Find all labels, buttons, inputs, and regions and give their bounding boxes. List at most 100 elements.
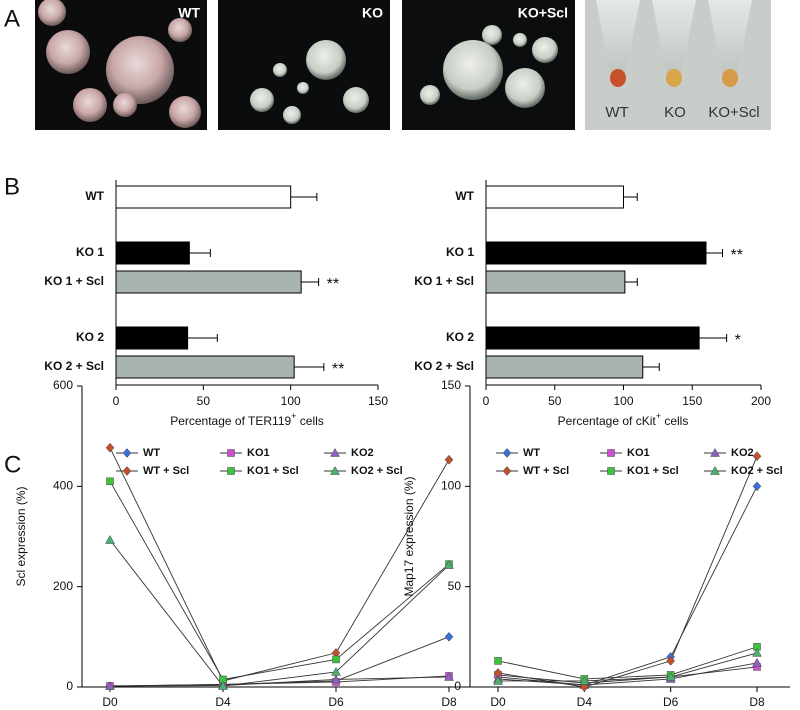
bar [485, 355, 644, 379]
legend-entry: WT [496, 447, 540, 459]
marker [332, 655, 340, 664]
marker [218, 680, 228, 690]
category-label: KO 1 + Scl [414, 274, 474, 288]
legend-label: WT + Scl [523, 465, 569, 477]
legend-entry: KO1 + Scl [600, 465, 679, 477]
x-tick-label: D0 [102, 695, 118, 709]
legend-entry: KO1 [600, 447, 650, 459]
legend-label: WT [523, 447, 540, 459]
marker [752, 657, 762, 667]
bar [115, 241, 190, 265]
legend-entry: WT + Scl [116, 465, 189, 477]
y-tick-label: 200 [53, 579, 73, 593]
y-tick-label: 150 [441, 378, 461, 392]
tube-label: KO [664, 104, 686, 121]
marker [444, 454, 454, 465]
bar [115, 326, 189, 350]
legend-entry: KO1 + Scl [220, 465, 299, 477]
error-bar [294, 363, 325, 371]
marker [494, 657, 502, 665]
marker [579, 675, 590, 685]
legend-label: WT + Scl [143, 465, 189, 477]
bar [485, 185, 624, 209]
significance-label: ** [731, 247, 743, 264]
x-tick-label: 150 [368, 394, 388, 408]
x-axis-label-part: cells [296, 414, 323, 428]
category-label: WT [455, 189, 474, 203]
significance-label: ** [332, 361, 344, 378]
legend-label: KO1 + Scl [247, 465, 299, 477]
error-bar [189, 249, 211, 257]
marker [502, 448, 512, 458]
marker [444, 560, 454, 569]
series-line [109, 675, 450, 687]
bar [115, 355, 295, 379]
x-tick-label: D4 [577, 695, 593, 709]
legend-entry: KO2 + Scl [324, 465, 403, 477]
legend-label: KO2 [731, 447, 754, 459]
error-bar [290, 193, 318, 201]
marker [122, 466, 132, 476]
marker [106, 477, 114, 486]
y-tick-label: 0 [454, 679, 461, 693]
significance-label: * [735, 332, 741, 349]
series-line [109, 447, 450, 682]
marker [665, 671, 676, 681]
panel-letter: C [4, 451, 21, 478]
legend-label: KO1 [627, 447, 650, 459]
category-label: KO 2 [76, 330, 104, 344]
legend-label: KO2 + Scl [731, 465, 783, 477]
y-tick-label: 400 [53, 479, 73, 493]
x-axis-label-part: + [656, 411, 661, 421]
y-tick-label: 100 [441, 479, 461, 493]
bar [485, 326, 700, 350]
x-tick-label: D6 [328, 695, 344, 709]
legend-entry: WT [116, 447, 160, 459]
legend-label: KO2 [351, 447, 374, 459]
marker [607, 449, 615, 457]
panel-letter: B [4, 173, 20, 200]
marker [444, 631, 454, 642]
bar [485, 241, 707, 265]
micrograph: WT [35, 0, 207, 130]
image-label: KO [362, 5, 383, 21]
x-tick-label: 50 [197, 394, 211, 408]
x-tick-label: 150 [682, 394, 702, 408]
legend-entry: KO1 [220, 447, 270, 459]
marker [607, 467, 615, 475]
series-line [497, 486, 758, 686]
image-label: KO+Scl [518, 5, 568, 21]
error-bar [706, 249, 723, 257]
panel-letter: A [4, 5, 20, 32]
tube-label: WT [605, 104, 628, 121]
error-bar [623, 193, 638, 201]
marker [579, 682, 589, 692]
x-tick-label: 100 [613, 394, 633, 408]
marker [444, 671, 454, 681]
marker [710, 447, 720, 457]
error-bar [699, 334, 728, 342]
category-label: WT [85, 189, 104, 203]
legend-label: KO1 + Scl [627, 465, 679, 477]
marker [105, 442, 115, 453]
series-line [109, 676, 450, 687]
x-tick-label: D8 [441, 695, 457, 709]
marker [752, 481, 762, 492]
marker [331, 666, 341, 676]
error-bar [642, 363, 660, 371]
x-tick-label: 0 [113, 394, 120, 408]
category-label: KO 2 [446, 330, 474, 344]
marker [227, 467, 235, 475]
marker [122, 448, 132, 458]
x-tick-label: 200 [751, 394, 771, 408]
x-tick-label: D0 [490, 695, 506, 709]
x-axis-label-part: Percentage of TER119 [170, 414, 291, 428]
error-bar [301, 278, 320, 286]
series-line [497, 646, 758, 680]
category-label: KO 2 + Scl [44, 359, 104, 373]
error-bar [187, 334, 218, 342]
x-axis-label-part: cells [661, 414, 688, 428]
y-tick-label: 0 [66, 679, 73, 693]
